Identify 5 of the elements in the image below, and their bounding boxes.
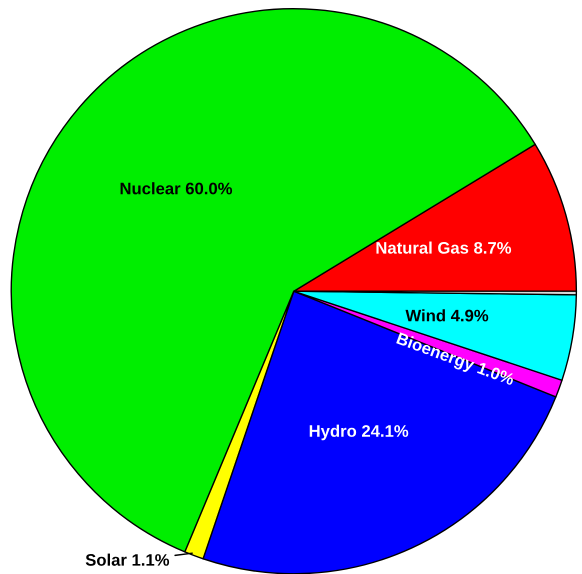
- slice-label: Nuclear 60.0%: [120, 182, 232, 194]
- slice-label: Wind 4.9%: [405, 309, 488, 322]
- slice-label: Hydro 24.1%: [310, 424, 408, 440]
- slice-label: Natural Gas 8.7%: [376, 242, 512, 254]
- slice-label: Solar 1.1%: [86, 554, 170, 566]
